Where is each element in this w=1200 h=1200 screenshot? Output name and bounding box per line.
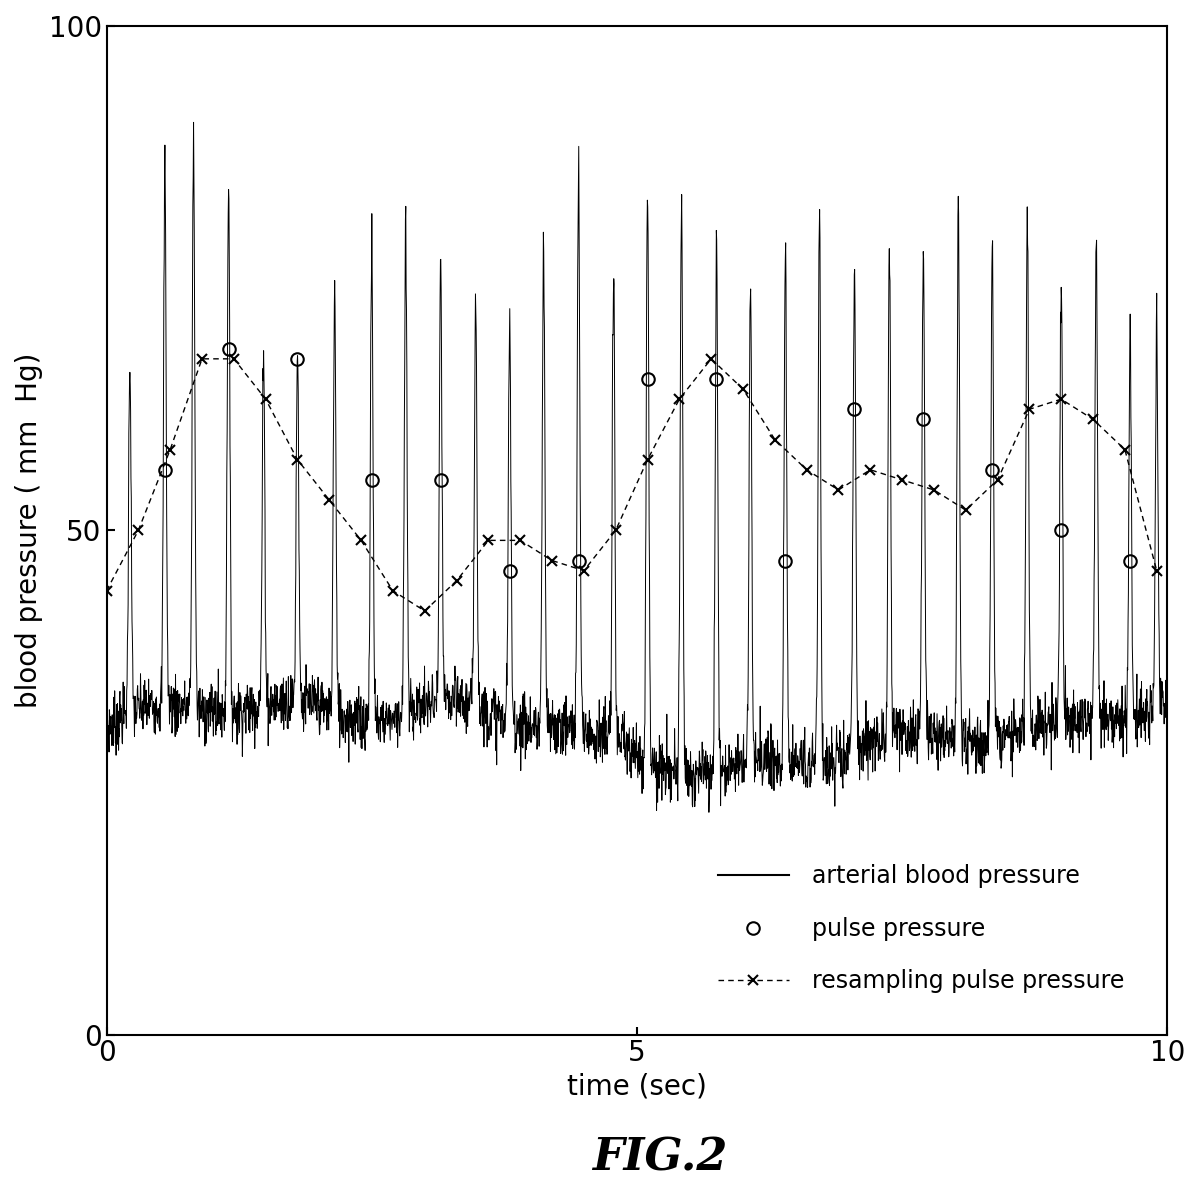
Y-axis label: blood pressure ( mm  Hg): blood pressure ( mm Hg)	[16, 353, 43, 708]
X-axis label: time (sec): time (sec)	[566, 1073, 707, 1102]
Text: FIG.2: FIG.2	[593, 1136, 727, 1180]
Legend: arterial blood pressure, pulse pressure, resampling pulse pressure: arterial blood pressure, pulse pressure,…	[708, 856, 1134, 1003]
